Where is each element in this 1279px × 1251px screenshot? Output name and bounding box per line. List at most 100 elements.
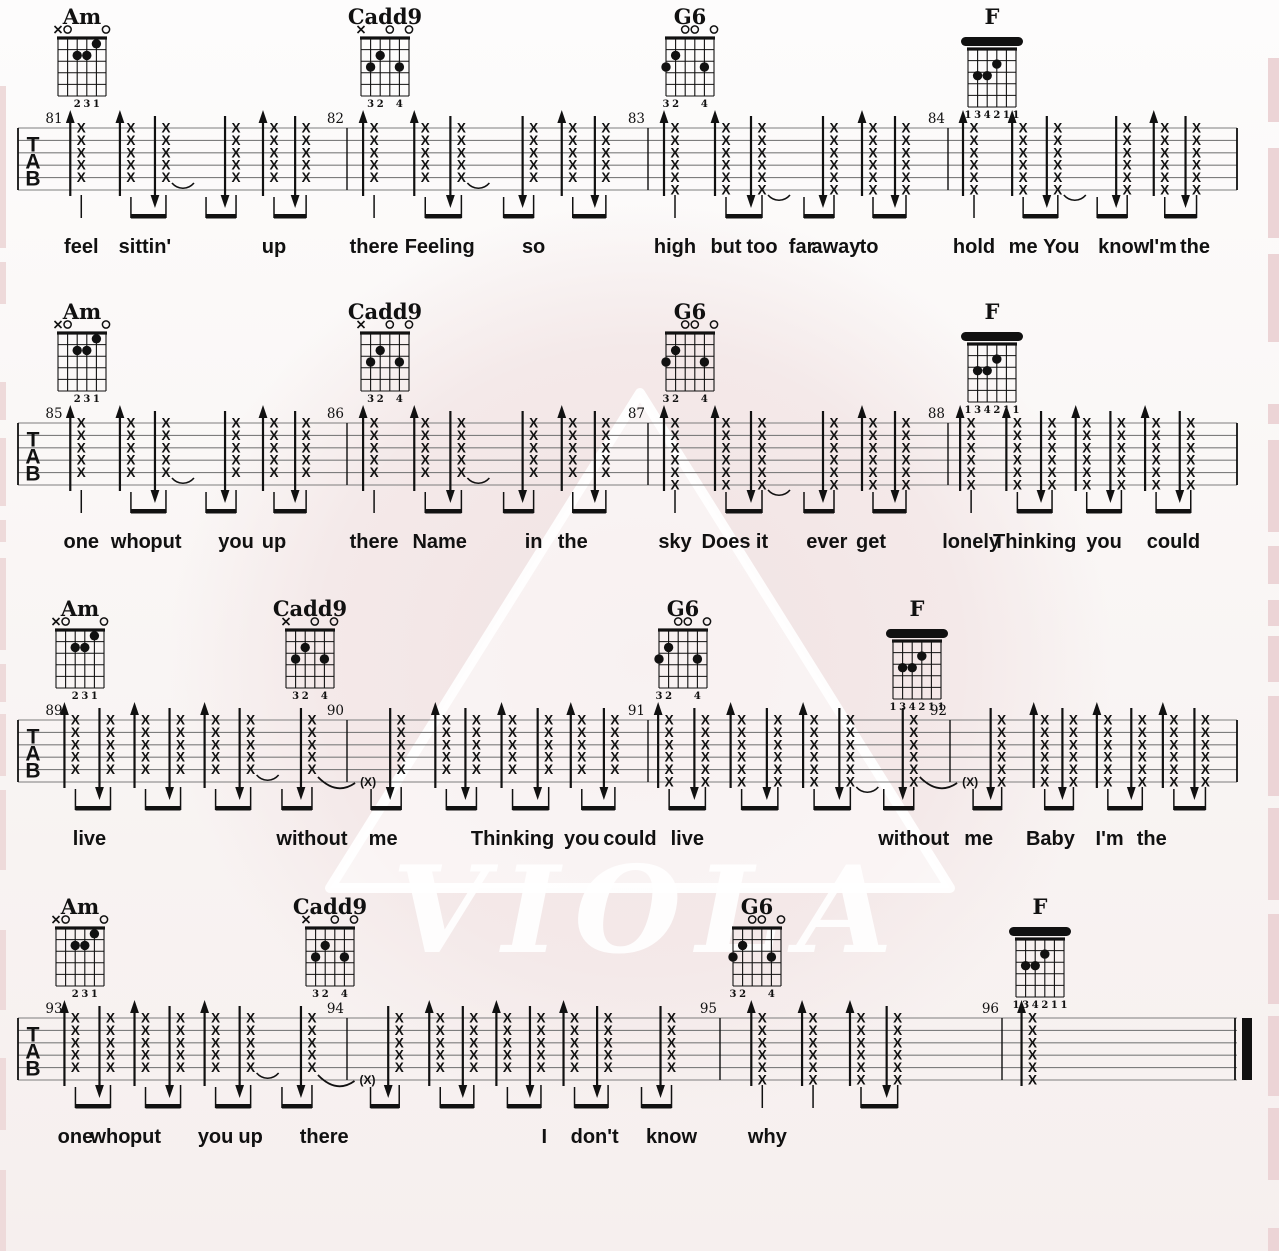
x-mark: X [161, 158, 170, 173]
up-strum-arrow [200, 702, 209, 788]
beam [725, 195, 763, 219]
chord-name: Cadd9 [348, 4, 422, 29]
x-mark: X [269, 170, 278, 185]
x-mark: X [868, 121, 877, 136]
tie [767, 194, 791, 202]
x-mark: X [1053, 183, 1062, 198]
finger-dot [982, 70, 992, 81]
lyric-syllable: there [350, 531, 399, 553]
x-mark: X [1028, 1060, 1037, 1075]
x-mark: X [1201, 737, 1210, 752]
x-mark: X [893, 1023, 902, 1038]
open-string-marker [776, 915, 786, 924]
x-mark: X [232, 170, 241, 185]
lyric-syllable: live [671, 828, 704, 850]
finger-number: 2 [72, 989, 79, 1000]
open-string-marker [680, 320, 690, 329]
x-mark: X [529, 428, 538, 443]
up-strum-arrow [60, 1000, 69, 1086]
finger-number: 3 [292, 691, 299, 702]
open-string-marker [680, 25, 690, 34]
x-mark: X [670, 170, 679, 185]
x-mark: X [1123, 170, 1132, 185]
x-mark: X [126, 416, 135, 431]
finger-dot [670, 50, 681, 61]
x-mark: X [757, 478, 766, 493]
x-mark: X [1152, 478, 1161, 493]
edge-mark [1268, 600, 1279, 626]
edge-mark [0, 438, 6, 506]
edge-mark [1268, 1016, 1279, 1096]
x-mark: X [577, 725, 586, 740]
x-mark: X [141, 750, 150, 765]
x-mark: X [370, 170, 379, 185]
x-mark: X [161, 133, 170, 148]
finger-dot [670, 345, 681, 356]
chord-name: Am [62, 299, 102, 324]
x-mark: X [442, 762, 451, 777]
beam [1096, 195, 1128, 219]
down-strum-arrow [461, 708, 470, 800]
up-strum-arrow [409, 405, 419, 491]
x-mark: X [1019, 158, 1028, 173]
x-mark: X [307, 725, 316, 740]
x-mark: X [757, 416, 766, 431]
x-mark: X [1186, 465, 1195, 480]
finger-number: 3 [83, 394, 90, 405]
x-mark: X [829, 478, 838, 493]
x-mark: X [307, 750, 316, 765]
up-strum-arrow [60, 702, 69, 788]
finger-number: 4 [984, 110, 991, 121]
lyric-syllable: know [646, 1126, 698, 1148]
x-mark: X [601, 428, 610, 443]
x-mark: X [1019, 145, 1028, 160]
x-mark: X [232, 121, 241, 136]
x-mark: X [302, 428, 311, 443]
x-mark: X [1160, 158, 1169, 173]
x-mark: X [967, 416, 976, 431]
lyric-syllable: away [811, 236, 861, 258]
beam [860, 1085, 899, 1109]
up-strum-arrow [857, 405, 867, 491]
x-mark: X [269, 465, 278, 480]
measure-number: 93 [45, 1001, 62, 1017]
x-mark: X [370, 133, 379, 148]
x-mark: X [829, 440, 838, 455]
x-mark: X [211, 725, 220, 740]
x-mark: X [1053, 133, 1062, 148]
beam [144, 1085, 182, 1109]
x-mark: X [758, 1048, 767, 1063]
finger-number: 2 [672, 394, 679, 405]
x-mark: X [1053, 121, 1062, 136]
muted-string-marker [356, 320, 366, 329]
x-mark: X [670, 133, 679, 148]
tab-clef: TAB [25, 1024, 40, 1081]
lyric-syllable: far [789, 236, 815, 258]
x-mark: X [967, 478, 976, 493]
x-mark: X [856, 1023, 865, 1038]
x-mark: X [529, 416, 538, 431]
x-mark: X [737, 725, 746, 740]
x-mark: X [77, 453, 86, 468]
edge-mark [0, 714, 6, 776]
down-strum-arrow [1036, 411, 1046, 503]
x-mark: X [370, 428, 379, 443]
x-mark: X [856, 1011, 865, 1026]
x-mark: X [397, 750, 406, 765]
finger-number: 2 [74, 394, 81, 405]
x-mark: X [721, 478, 730, 493]
x-mark: X [126, 465, 135, 480]
lyric-syllable: high [654, 236, 696, 258]
x-mark: X [472, 762, 481, 777]
